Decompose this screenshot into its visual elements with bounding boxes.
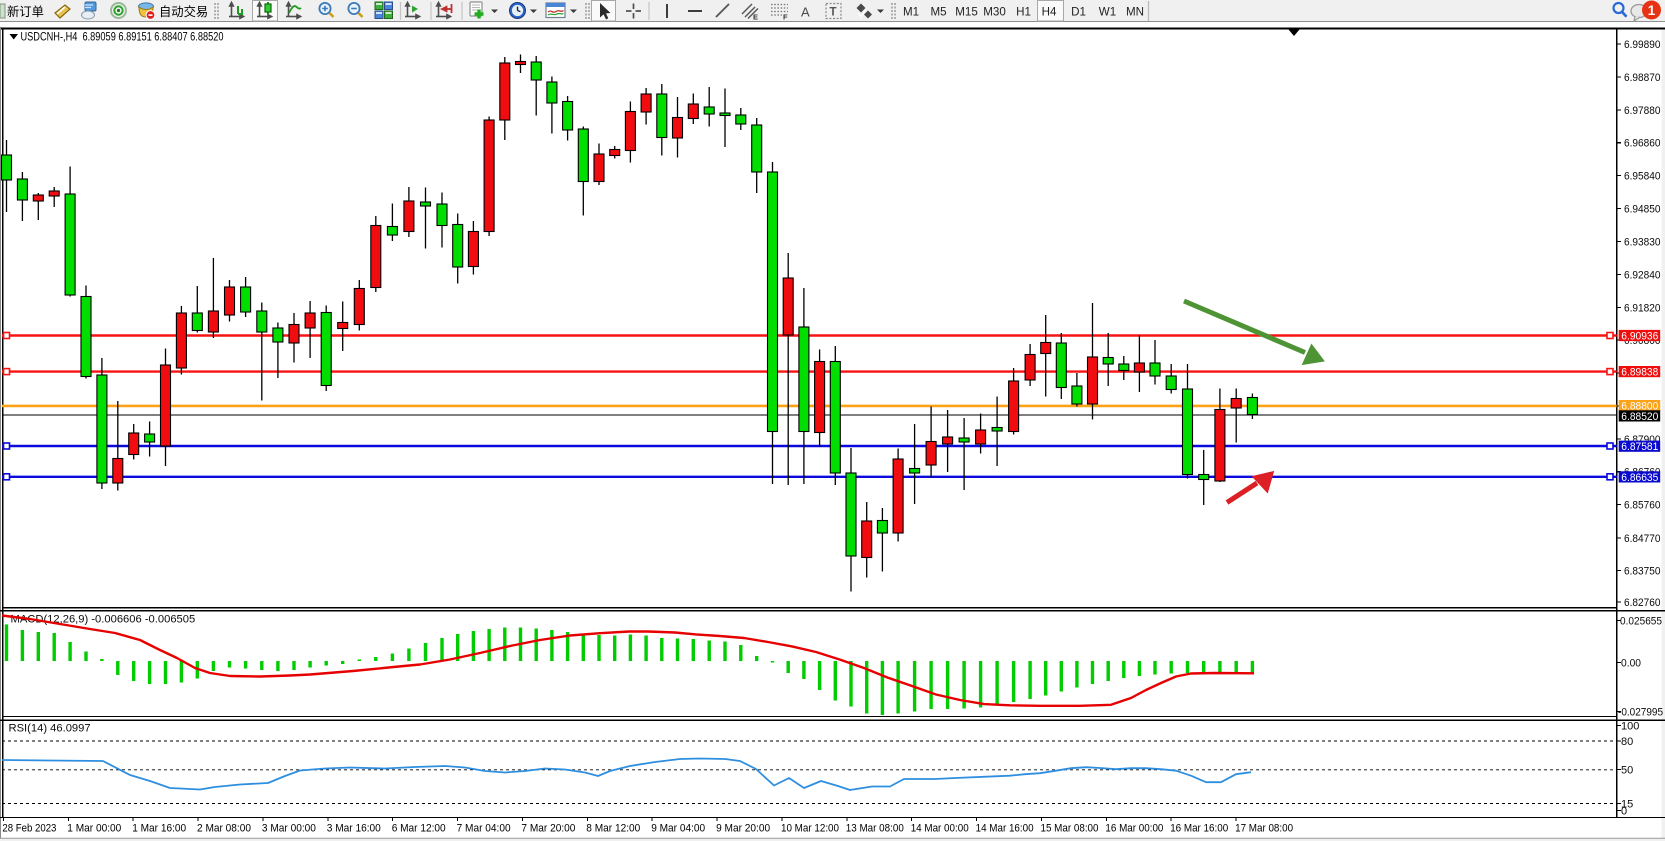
svg-text:7 Mar 04:00: 7 Mar 04:00 <box>457 823 511 835</box>
svg-text:6.95840: 6.95840 <box>1624 171 1661 183</box>
svg-text:9 Mar 20:00: 9 Mar 20:00 <box>716 823 770 835</box>
svg-text:H4: H4 <box>1042 6 1057 19</box>
svg-text:M1: M1 <box>903 6 919 19</box>
svg-text:6.98870: 6.98870 <box>1624 72 1661 84</box>
svg-text:M30: M30 <box>983 6 1006 19</box>
svg-text:80: 80 <box>1621 736 1633 748</box>
svg-text:-0.027995: -0.027995 <box>1618 707 1663 719</box>
svg-text:MN: MN <box>1126 6 1144 19</box>
svg-text:1 Mar 16:00: 1 Mar 16:00 <box>132 823 186 835</box>
svg-text:1 Mar 00:00: 1 Mar 00:00 <box>67 823 121 835</box>
svg-text:6.86635: 6.86635 <box>1621 472 1658 484</box>
svg-text:3 Mar 16:00: 3 Mar 16:00 <box>327 823 381 835</box>
svg-text:2 Mar 08:00: 2 Mar 08:00 <box>197 823 251 835</box>
svg-text:W1: W1 <box>1099 6 1116 19</box>
svg-text:H1: H1 <box>1016 6 1031 19</box>
svg-text:RSI(14) 46.0997: RSI(14) 46.0997 <box>9 723 91 735</box>
svg-text:自动交易: 自动交易 <box>159 4 208 19</box>
svg-text:6 Mar 12:00: 6 Mar 12:00 <box>392 823 446 835</box>
svg-text:6.99890: 6.99890 <box>1624 39 1661 51</box>
svg-text:6.89838: 6.89838 <box>1621 367 1658 379</box>
svg-text:M5: M5 <box>930 6 946 19</box>
svg-text:15: 15 <box>1621 798 1633 810</box>
svg-text:F: F <box>783 13 788 22</box>
svg-text:6.83750: 6.83750 <box>1624 566 1661 578</box>
svg-text:6.88800: 6.88800 <box>1621 401 1658 413</box>
svg-text:6.96860: 6.96860 <box>1624 138 1661 150</box>
svg-text:17 Mar 08:00: 17 Mar 08:00 <box>1235 823 1293 835</box>
svg-text:6.82760: 6.82760 <box>1624 597 1661 609</box>
svg-text:T: T <box>830 7 837 19</box>
svg-text:6.93830: 6.93830 <box>1624 236 1661 248</box>
svg-text:0.00: 0.00 <box>1621 658 1641 670</box>
svg-text:6.94850: 6.94850 <box>1624 204 1661 216</box>
svg-text:100: 100 <box>1621 721 1639 733</box>
svg-text:16 Mar 16:00: 16 Mar 16:00 <box>1170 823 1228 835</box>
svg-text:6.90936: 6.90936 <box>1621 330 1658 342</box>
svg-text:M15: M15 <box>955 6 978 19</box>
svg-text:0: 0 <box>1621 806 1627 818</box>
svg-text:3 Mar 00:00: 3 Mar 00:00 <box>262 823 316 835</box>
svg-text:7 Mar 20:00: 7 Mar 20:00 <box>521 823 575 835</box>
svg-text:A: A <box>801 5 810 20</box>
svg-text:新订单: 新订单 <box>7 4 44 19</box>
svg-text:6.92840: 6.92840 <box>1624 269 1661 281</box>
svg-text:1: 1 <box>1648 3 1656 18</box>
svg-text:6.87581: 6.87581 <box>1621 441 1658 453</box>
svg-text:6.85760: 6.85760 <box>1624 500 1661 512</box>
svg-text:9 Mar 04:00: 9 Mar 04:00 <box>651 823 705 835</box>
svg-text:6.84770: 6.84770 <box>1624 533 1661 545</box>
svg-text:15 Mar 08:00: 15 Mar 08:00 <box>1041 823 1099 835</box>
svg-text:14 Mar 00:00: 14 Mar 00:00 <box>911 823 969 835</box>
svg-text:13 Mar 08:00: 13 Mar 08:00 <box>846 823 904 835</box>
svg-text:D1: D1 <box>1071 6 1086 19</box>
svg-text:0.025655: 0.025655 <box>1620 616 1662 628</box>
svg-text:8 Mar 12:00: 8 Mar 12:00 <box>586 823 640 835</box>
svg-text:E: E <box>753 13 758 22</box>
svg-text:16 Mar 00:00: 16 Mar 00:00 <box>1105 823 1163 835</box>
svg-text:10 Mar 12:00: 10 Mar 12:00 <box>781 823 839 835</box>
svg-text:6.88520: 6.88520 <box>1621 411 1658 423</box>
svg-text:14 Mar 16:00: 14 Mar 16:00 <box>976 823 1034 835</box>
svg-text:28 Feb 2023: 28 Feb 2023 <box>2 823 56 835</box>
svg-text:6.91820: 6.91820 <box>1624 302 1661 314</box>
svg-text:50: 50 <box>1621 765 1633 777</box>
svg-text:6.97880: 6.97880 <box>1624 105 1661 117</box>
svg-text:USDCNH-,H4 6.89059 6.89151 6.: USDCNH-,H4 6.89059 6.89151 6.88407 6.885… <box>21 30 224 44</box>
